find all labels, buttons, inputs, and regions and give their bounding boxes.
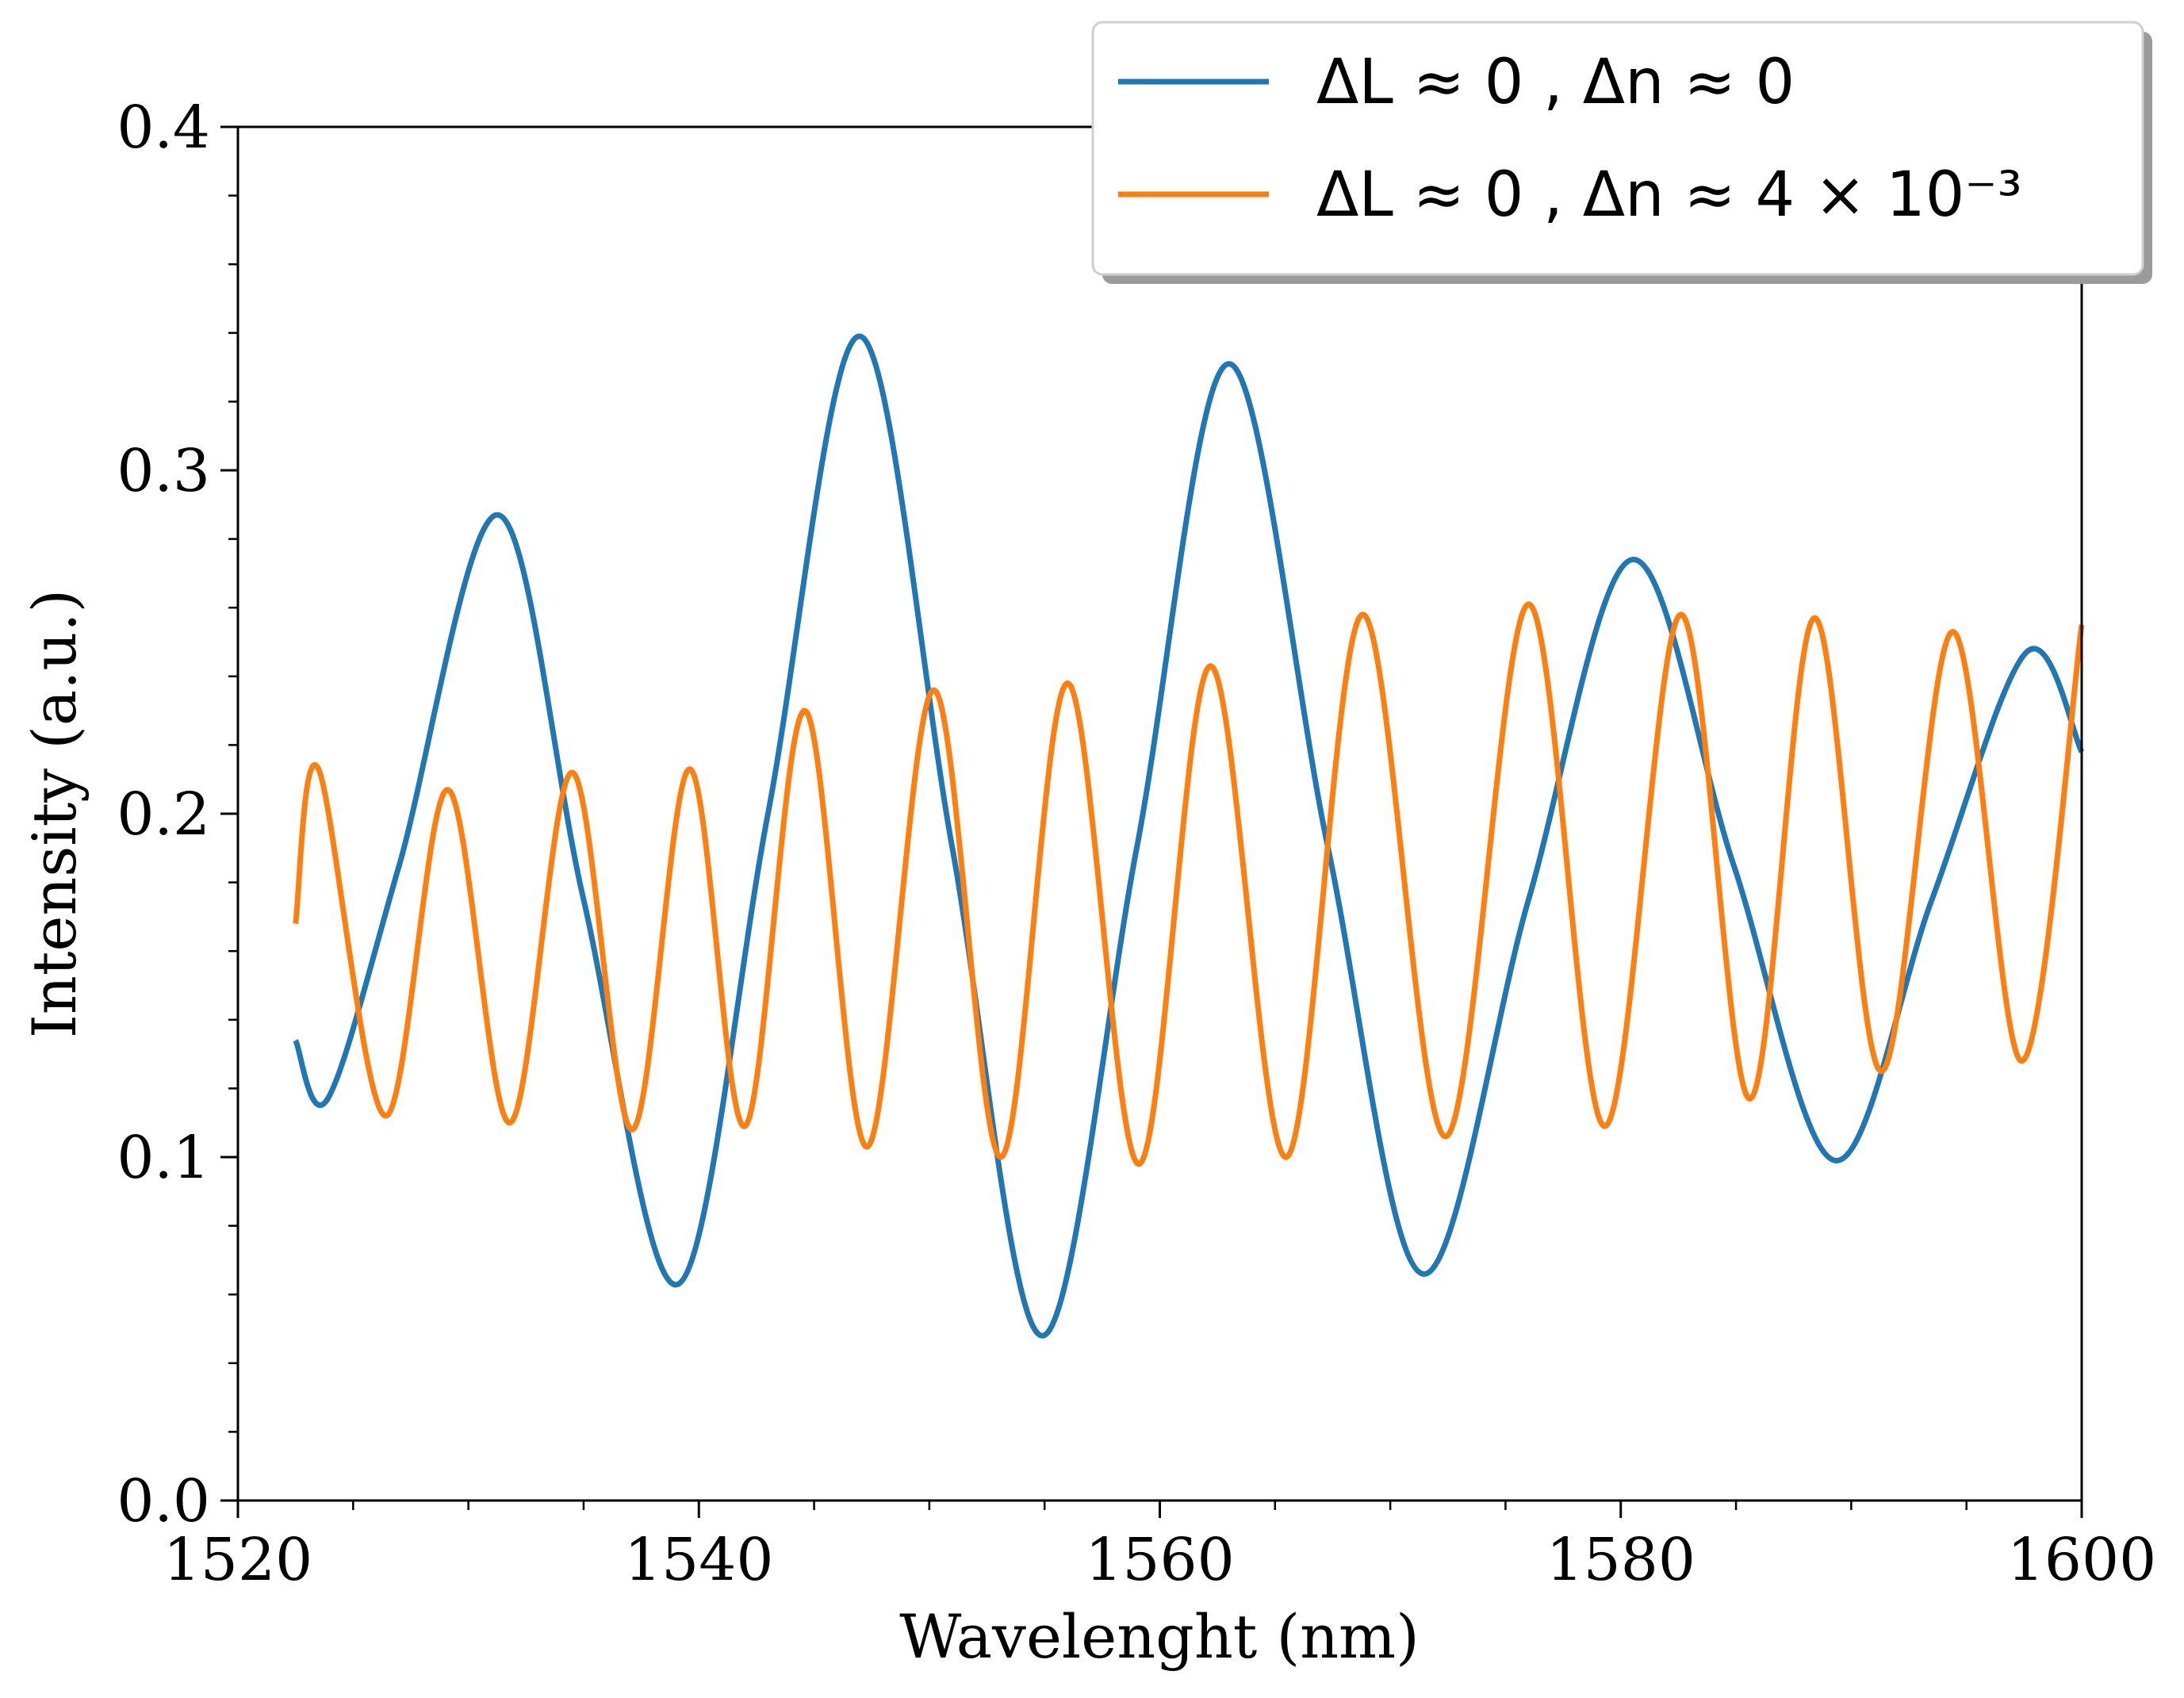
y-tick-label: 0.0 [117,1467,210,1535]
x-tick-label: 1560 [1085,1526,1234,1594]
x-axis-label: Wavelenght (nm) [899,1601,1420,1672]
x-tick-label: 1580 [1546,1526,1695,1594]
legend-label-series-0: ΔL ≈ 0 , Δn ≈ 0 [1316,47,1795,118]
series-layer [293,333,2085,1339]
y-tick-label: 0.4 [117,94,210,162]
ticks-layer: 1520 1540 1560 1580 1600 0.0 0.1 0.2 0.3 0.4 [117,94,2156,1594]
series-line-1 [293,601,2085,1167]
x-tick-label: 1540 [624,1526,773,1594]
y-tick-label: 0.3 [117,437,210,505]
y-tick-label: 0.1 [117,1124,210,1192]
x-tick-label: 1520 [163,1526,312,1594]
y-axis-label: Intensity (a.u.) [19,589,90,1038]
legend-box [1091,21,2144,276]
y-tick-label: 0.2 [117,780,210,849]
legend-label-series-1: ΔL ≈ 0 , Δn ≈ 4 × 10⁻³ [1316,159,2022,231]
x-tick-label: 1600 [2007,1526,2156,1594]
legend: ΔL ≈ 0 , Δn ≈ 0 ΔL ≈ 0 , Δn ≈ 4 × 10⁻³ [1091,21,2152,284]
series-line-0 [293,333,2085,1339]
